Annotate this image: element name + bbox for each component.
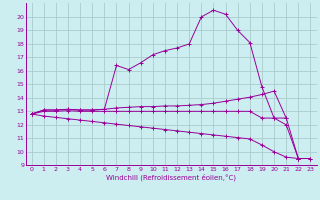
X-axis label: Windchill (Refroidissement éolien,°C): Windchill (Refroidissement éolien,°C) bbox=[106, 173, 236, 181]
